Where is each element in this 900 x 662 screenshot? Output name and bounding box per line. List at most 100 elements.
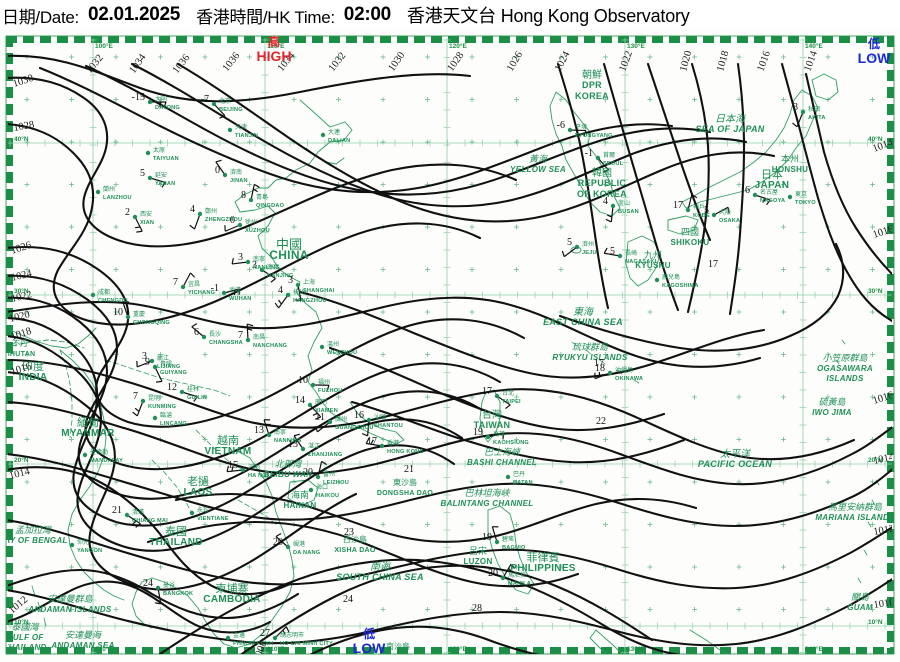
station-name-cn: 仰光: [77, 538, 89, 546]
geo-label-cn: 泰國灣: [11, 622, 39, 633]
station-temperature: 6: [745, 185, 750, 196]
station-name-cn: 平壤: [575, 123, 587, 131]
isobar-label: 1014: [8, 466, 32, 482]
station-temperature: 24: [143, 578, 153, 589]
isobar-label: 1020: [8, 309, 31, 325]
chart-header: 日期/Date: 02.01.2025 香港時間/HK Time: 02:00 …: [0, 0, 900, 30]
station-name-cn: 宜昌: [188, 280, 200, 288]
isobar-label: 1012: [873, 523, 896, 537]
station-temperature: 6: [194, 327, 199, 338]
station-name-cn: 麗江: [157, 355, 169, 362]
station-name-en: GUIYANG: [160, 370, 187, 376]
station-temperature: 21: [112, 505, 122, 516]
station-dot: [82, 452, 88, 458]
geo-label-en: CHINA: [269, 248, 309, 262]
geo-label-en: LUZON: [463, 557, 492, 566]
geo-label-en: KOREA: [575, 91, 609, 101]
station-name-en: CHIANG MAI: [132, 518, 168, 524]
geo-label-en: KYUSHU: [635, 261, 671, 270]
surface-weather-map[interactable]: 大同 DATONG -15 北京 BEIJING -7 天津 TIANJIN 太原 TAIYUAN…: [0, 30, 900, 662]
station-name-cn: 武漢: [229, 286, 241, 294]
station-temperature: 10: [298, 375, 308, 386]
station-temperature: 3: [252, 260, 257, 271]
station-name-cn: 香港: [387, 439, 399, 447]
station-name-cn: 貴陽: [160, 360, 172, 368]
wind-barbs: [122, 101, 804, 639]
chart-value: 21: [404, 464, 414, 475]
geo-label-cn: 南海: [370, 561, 392, 573]
station-name-cn: 成都: [98, 288, 110, 296]
station-name-cn: 臨滄: [160, 411, 172, 419]
station-name-en: NAGOYA: [760, 198, 785, 204]
station-temperature: -15: [132, 92, 145, 103]
station-name-en: LANZHOU: [103, 195, 132, 201]
isobars: [8, 54, 892, 654]
geo-label-cn: 柬埔寨: [216, 581, 249, 595]
date-value: 02.01.2025: [87, 4, 181, 25]
station-name-cn: 桂林: [187, 385, 199, 393]
geo-label-en: THAILAND: [3, 643, 46, 652]
geo-label-cn: 緬甸: [77, 416, 99, 429]
station-name-cn: 廣州: [335, 415, 347, 423]
station-name-en: LIJIANG: [157, 364, 180, 370]
station-dot: [319, 344, 325, 350]
station-dot: [300, 446, 306, 452]
station-name-cn: 高雄: [493, 430, 505, 438]
geo-label-cn: 印度: [22, 359, 44, 373]
station-dot: [152, 415, 158, 421]
geo-label-cn: 四國: [681, 227, 699, 238]
station-dot: [140, 398, 146, 404]
station-dot: [320, 132, 326, 138]
station-name-cn: 汕頭: [374, 413, 386, 421]
station-name-en: PYONGYANG: [575, 133, 613, 139]
station-name-cn: 金邊: [233, 631, 245, 639]
geo-label-en: REPUBLIC: [578, 178, 627, 188]
station-name-cn: 重慶: [133, 310, 145, 318]
geo-label-cn: 南沙島: [386, 641, 410, 651]
station-name-en: NANJING: [267, 273, 294, 279]
station-dot: [485, 434, 491, 440]
station-dot: [610, 203, 616, 209]
station-name-cn: 鄭州: [205, 207, 217, 215]
geo-label-en: BHUTAN: [5, 351, 36, 358]
station-name-en: TAIPEI: [502, 399, 521, 405]
station-name-en: BEIJING: [219, 107, 243, 113]
svg-text:40°N: 40°N: [868, 135, 883, 143]
geo-label-cn: 老撾: [187, 474, 209, 488]
station-temperature: 0: [215, 165, 220, 176]
geo-label-en: DONGSHA DAO: [377, 490, 434, 497]
station-name-cn: 湛江: [308, 443, 320, 450]
geo-label-cn: 越南: [217, 433, 239, 447]
geo-label-cn: 中國: [276, 238, 302, 253]
station-dot: [327, 419, 333, 425]
isobar-label: 1010: [284, 653, 303, 662]
geo-label-en: RYUKYU ISLANDS: [552, 353, 628, 362]
station-name-en: JINAN: [230, 178, 248, 184]
geo-label-cn: 朝鮮: [582, 68, 602, 81]
station-name-cn: 馬尼拉: [508, 571, 526, 579]
station-name-cn: 昆明: [148, 395, 160, 402]
station-name-en: BUSAN: [618, 209, 639, 215]
geo-label-cn: 泰國: [165, 524, 187, 538]
geo-label-en: TAIWAN: [474, 420, 511, 430]
isobar-label: 1014: [872, 452, 896, 467]
station-dot: [505, 474, 511, 480]
geo-label-en: VIETNAM: [204, 446, 251, 457]
station-dot: [201, 334, 207, 340]
station-name-en: TOKYO: [795, 200, 816, 206]
station-name-en: BATAN: [513, 480, 533, 486]
station-dot: [180, 284, 186, 290]
station-name-cn: 沖繩島: [615, 366, 633, 374]
station-dot: [494, 393, 500, 399]
station-dot: [494, 539, 500, 545]
station-temperature: 7: [173, 277, 178, 288]
map-background: [0, 30, 900, 662]
station-name-cn: 曼谷: [163, 581, 175, 589]
geo-label-en: XISHA DAO: [334, 547, 376, 554]
station-name-en: NAGASAKI: [625, 259, 657, 265]
station-name-cn: 蘭州: [103, 185, 115, 193]
station-temperature: -1: [211, 283, 219, 294]
station-dot: [124, 512, 130, 518]
chart-value: 17: [708, 259, 718, 270]
organisation-name: 香港天文台 Hong Kong Observatory: [406, 6, 690, 26]
